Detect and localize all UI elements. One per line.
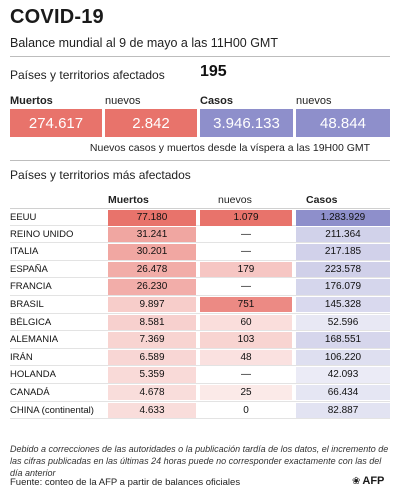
col-header-new: nuevos bbox=[218, 194, 252, 206]
country-name: FRANCIA bbox=[10, 281, 52, 293]
new-deaths-cell: 48 bbox=[200, 349, 292, 366]
deaths-cell: 77.180 bbox=[108, 210, 196, 226]
countries-table: EEUU 77.180 1.079 1.283.929 REINO UNIDO 31.24… bbox=[10, 208, 390, 420]
col-header-cases: Casos bbox=[306, 194, 338, 206]
divider bbox=[10, 160, 390, 161]
afp-logo-text: AFP bbox=[362, 475, 385, 487]
country-name: CANADÁ bbox=[10, 386, 50, 398]
summary-deaths-label: Muertos bbox=[10, 95, 53, 107]
new-deaths-cell: 751 bbox=[200, 296, 292, 313]
deaths-cell: 9.897 bbox=[108, 296, 196, 313]
cases-cell: 223.578 bbox=[296, 261, 390, 278]
country-name: CHINA (continental) bbox=[10, 404, 94, 416]
new-deaths-cell: 25 bbox=[200, 384, 292, 401]
afp-logo-icon: ❀ bbox=[352, 475, 361, 487]
divider bbox=[10, 56, 390, 57]
table-row: CANADÁ 4.678 25 66.434 bbox=[10, 384, 390, 402]
page-title: COVID-19 bbox=[10, 6, 104, 28]
country-name: BÉLGICA bbox=[10, 316, 52, 328]
country-name: IRÁN bbox=[10, 351, 33, 363]
country-name: REINO UNIDO bbox=[10, 228, 74, 240]
new-deaths-cell: — bbox=[241, 281, 251, 293]
affected-value: 195 bbox=[200, 63, 227, 80]
summary-new-cases-value: 48.844 bbox=[296, 109, 390, 137]
cases-cell: 211.364 bbox=[296, 226, 390, 243]
table-row: CHINA (continental) 4.633 0 82.887 bbox=[10, 402, 390, 420]
cases-cell: 217.185 bbox=[296, 244, 390, 260]
country-name: ESPAÑA bbox=[10, 263, 48, 275]
new-deaths-cell: 103 bbox=[200, 332, 292, 348]
table-row: HOLANDA 5.359 — 42.093 bbox=[10, 366, 390, 384]
table-row: BÉLGICA 8.581 60 52.596 bbox=[10, 314, 390, 332]
table-title: Países y territorios más afectados bbox=[10, 168, 191, 182]
cases-cell: 176.079 bbox=[296, 279, 390, 295]
deaths-cell: 26.478 bbox=[108, 261, 196, 278]
table-row: ITALIA 30.201 — 217.185 bbox=[10, 243, 390, 261]
cases-cell: 145.328 bbox=[296, 296, 390, 313]
country-name: ITALIA bbox=[10, 246, 39, 258]
summary-note: Nuevos casos y muertos desde la víspera … bbox=[89, 142, 371, 154]
new-deaths-cell: 0 bbox=[243, 404, 249, 416]
cases-cell: 66.434 bbox=[296, 384, 390, 401]
deaths-cell: 30.201 bbox=[108, 244, 196, 260]
cases-cell: 168.551 bbox=[296, 332, 390, 348]
summary-cases-value: 3.946.133 bbox=[200, 109, 293, 137]
table-row: REINO UNIDO 31.241 — 211.364 bbox=[10, 226, 390, 244]
source-note: Fuente: conteo de la AFP a partir de bal… bbox=[10, 477, 241, 488]
table-row: FRANCIA 26.230 — 176.079 bbox=[10, 278, 390, 296]
col-header-deaths: Muertos bbox=[108, 194, 149, 206]
table-row: EEUU 77.180 1.079 1.283.929 bbox=[10, 208, 390, 226]
footnote: Debido a correcciones de las autoridades… bbox=[10, 444, 389, 478]
affected-label: Países y territorios afectados bbox=[10, 68, 165, 82]
cases-cell: 82.887 bbox=[296, 402, 390, 419]
afp-logo: ❀ AFP bbox=[352, 475, 384, 487]
summary-deaths-value: 274.617 bbox=[10, 109, 102, 137]
country-name: EEUU bbox=[10, 212, 37, 223]
cases-cell: 106.220 bbox=[296, 349, 390, 366]
deaths-cell: 4.633 bbox=[108, 402, 196, 419]
country-name: BRASIL bbox=[10, 298, 44, 310]
summary-new-cases-label: nuevos bbox=[296, 95, 332, 107]
deaths-cell: 4.678 bbox=[108, 384, 196, 401]
cases-cell: 42.093 bbox=[296, 367, 390, 383]
deaths-cell: 8.581 bbox=[108, 314, 196, 331]
deaths-cell: 5.359 bbox=[108, 367, 196, 383]
deaths-cell: 7.369 bbox=[108, 332, 196, 348]
cases-cell: 1.283.929 bbox=[296, 210, 390, 226]
deaths-cell: 31.241 bbox=[108, 226, 196, 243]
deaths-cell: 26.230 bbox=[108, 279, 196, 295]
summary-new-deaths-value: 2.842 bbox=[105, 109, 197, 137]
summary-cases-label: Casos bbox=[200, 95, 234, 107]
page-subtitle: Balance mundial al 9 de mayo a las 11H00… bbox=[10, 36, 278, 50]
new-deaths-cell: 60 bbox=[200, 314, 292, 331]
deaths-cell: 6.589 bbox=[108, 349, 196, 366]
country-name: HOLANDA bbox=[10, 369, 56, 381]
table-row: BRASIL 9.897 751 145.328 bbox=[10, 296, 390, 314]
country-name: ALEMANIA bbox=[10, 334, 59, 346]
new-deaths-cell: — bbox=[241, 246, 251, 258]
new-deaths-cell: — bbox=[241, 369, 251, 381]
table-row: IRÁN 6.589 48 106.220 bbox=[10, 349, 390, 367]
new-deaths-cell: — bbox=[241, 228, 251, 240]
new-deaths-cell: 179 bbox=[200, 261, 292, 278]
new-deaths-cell: 1.079 bbox=[200, 210, 292, 226]
cases-cell: 52.596 bbox=[296, 314, 390, 331]
table-row: ALEMANIA 7.369 103 168.551 bbox=[10, 331, 390, 349]
summary-new-deaths-label: nuevos bbox=[105, 95, 141, 107]
table-row: ESPAÑA 26.478 179 223.578 bbox=[10, 261, 390, 279]
